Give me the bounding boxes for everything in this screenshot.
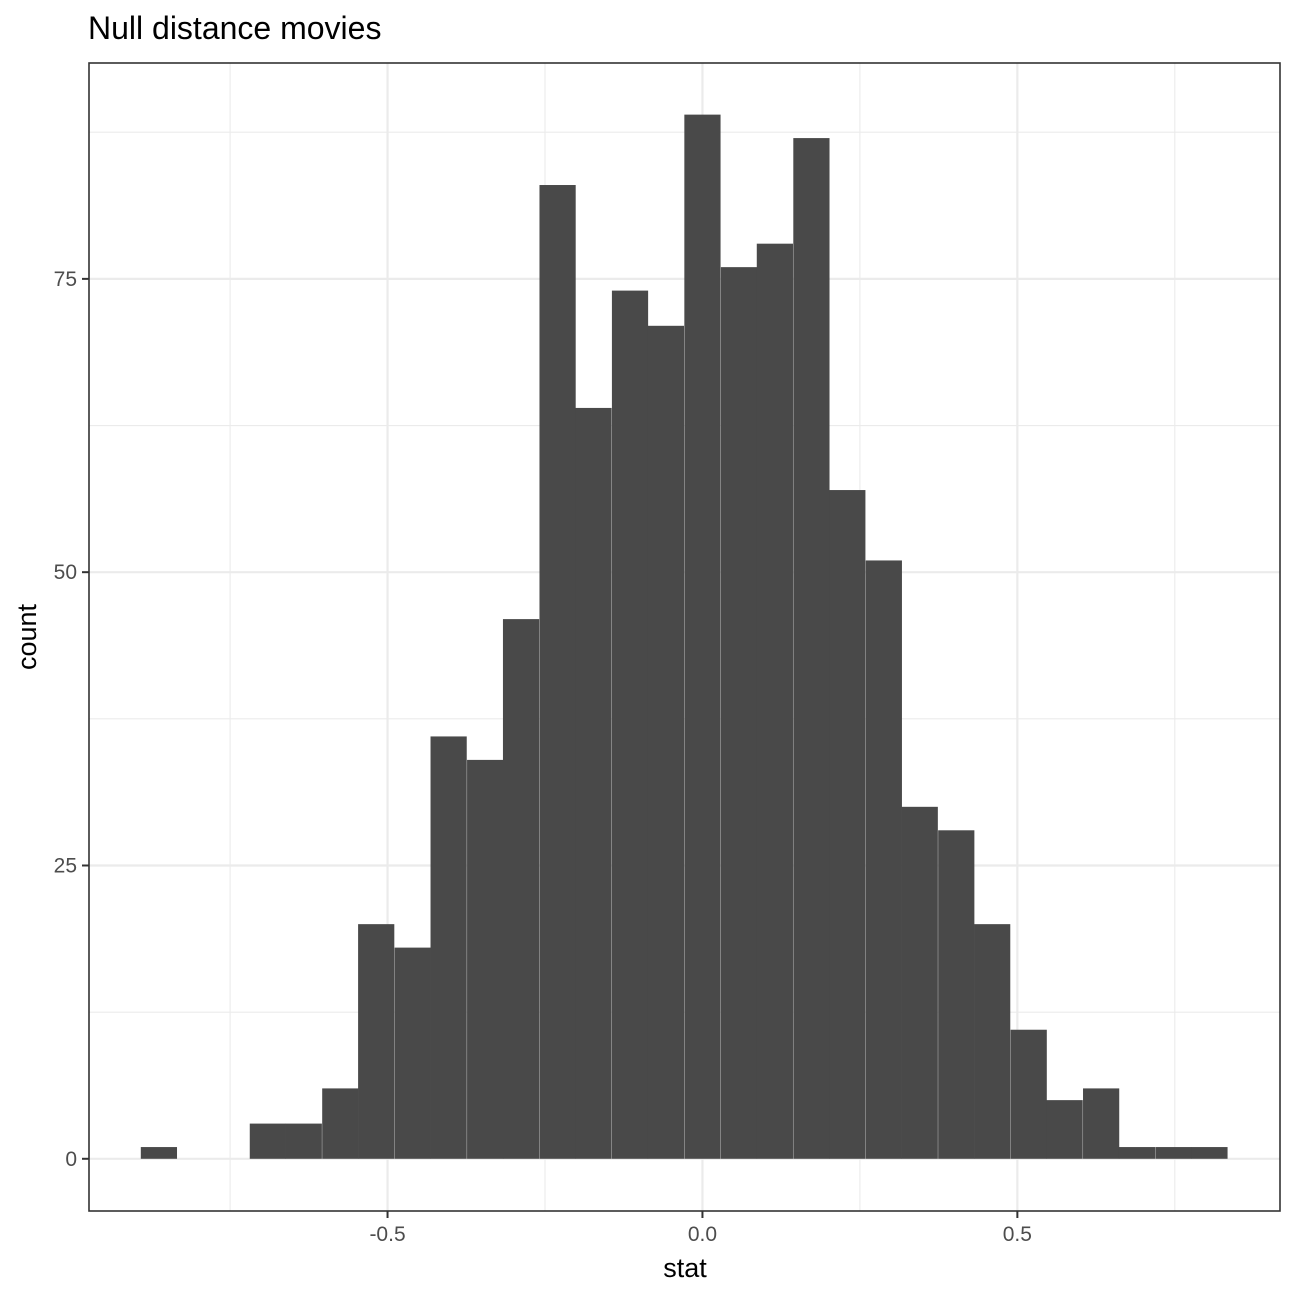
histogram-bar [539,185,576,1159]
histogram-bar [1010,1029,1047,1159]
x-axis-title: stat [663,1253,707,1283]
histogram-bar [394,947,431,1159]
histogram-bar [322,1088,359,1159]
histogram-bar [611,290,649,1159]
y-tick-label: 0 [65,1148,77,1171]
histogram-bar [829,490,866,1159]
y-tick-label: 25 [54,854,77,877]
histogram-bar [1083,1088,1120,1159]
histogram-bar [430,736,467,1159]
histogram-bar [1155,1147,1192,1159]
histogram-bar [647,325,685,1159]
histogram-bar [684,114,721,1159]
histogram-bar [575,407,612,1159]
histogram-bar [865,560,902,1159]
panel-border [88,62,1281,1212]
histogram-bar [285,1123,322,1159]
histogram-bar [249,1123,286,1159]
histogram-bar [1046,1100,1083,1159]
histogram-bar [140,1147,178,1159]
chart-title: Null distance movies [88,10,381,46]
histogram-bar [358,924,395,1159]
x-tick-label: 0.0 [688,1223,717,1246]
x-axis: -0.5 0.0 0.5 [369,1211,1032,1246]
x-tick-label: 0.5 [1003,1223,1032,1246]
histogram-bar [1118,1147,1156,1159]
histogram-bar [938,830,975,1159]
x-tick-label: -0.5 [369,1223,405,1246]
histogram-bar [901,806,938,1159]
y-axis: 0 25 50 75 [54,268,89,1171]
histogram-bar [756,243,793,1159]
histogram-bar [793,138,830,1159]
y-tick-label: 50 [54,561,77,584]
histogram-bar [1191,1147,1228,1159]
histogram-bar [720,267,758,1159]
histogram-bar [502,619,540,1159]
bars [140,114,1228,1159]
histogram-bar [974,924,1011,1159]
histogram-bar [467,759,504,1159]
y-axis-title: count [12,603,42,670]
y-tick-label: 75 [54,268,77,291]
